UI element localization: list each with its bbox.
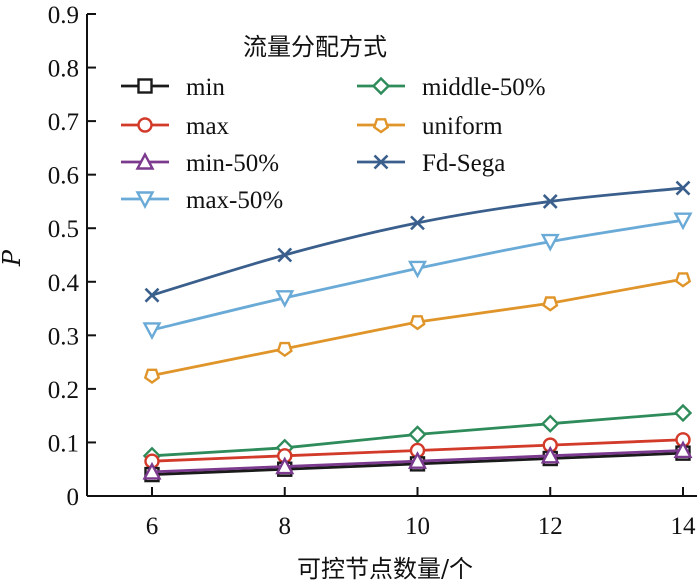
legend-item: min [121,74,225,101]
y-tick-label: 0.6 [48,163,79,190]
legend-label: Fd-Sega [422,150,505,177]
x-tick-label: 8 [279,513,292,540]
data-point [142,322,162,341]
y-tick-label: 0.1 [48,430,79,457]
series-uniform [143,272,692,384]
legend-item: max [121,113,230,140]
x-tick-label: 10 [405,513,430,540]
data-point [540,233,560,252]
y-tick-label: 0.5 [48,216,79,243]
data-point [277,247,293,263]
legend-marker [137,117,153,133]
legend-label: middle-50% [422,74,546,101]
x-axis-title: 可控节点数量/个 [297,555,473,583]
legend-marker [373,154,389,170]
x-tick-label: 6 [146,513,159,540]
data-point [673,440,693,459]
legend-label: min-50% [186,150,279,177]
data-point [142,461,162,480]
y-axis-title: P [0,249,26,267]
data-point [674,272,692,288]
legend-item: Fd-Sega [357,150,505,177]
data-point [275,290,295,308]
data-point [673,212,693,231]
series-layer [142,180,693,483]
legend-marker [135,191,155,210]
axes: 0 0.1 0.2 0.3 0.4 0.5 0.6 0.7 0.8 0.9 6 8 10 12 14 [48,2,697,540]
x-tick-label: 14 [671,513,697,540]
data-point [675,180,691,196]
legend-item: middle-50% [357,74,546,101]
legend: min max min-50% max-50% middle-50% uniform Fd-… [121,74,546,214]
data-point [541,414,560,433]
y-tick-label: 0.2 [48,377,79,404]
data-point [275,456,295,475]
data-point [407,260,428,279]
legend-marker [372,118,390,134]
data-point [542,194,558,209]
legend-item: min-50% [121,150,279,177]
legend-label: uniform [422,113,503,140]
data-point [143,368,161,384]
data-point [542,296,559,312]
series-max-50- [142,212,693,341]
legend-marker [135,151,155,170]
legend-item: uniform [357,113,503,140]
series-max [144,432,691,469]
y-tick-label: 0.3 [48,323,79,350]
y-tick-label: 0.9 [48,2,79,29]
legend-marker [137,78,153,94]
data-point [144,287,160,303]
data-point [540,445,560,464]
y-tick-label: 0 [67,484,80,511]
data-point [276,341,293,358]
legend-label: max-50% [186,187,283,214]
legend-marker [371,76,391,96]
data-point [409,315,426,331]
legend-label: max [186,113,230,140]
data-point [673,403,693,423]
legend-item: max-50% [121,187,283,214]
series-fd-sega [144,180,691,303]
x-tick-label: 12 [538,513,563,540]
data-point [407,451,428,469]
series-min-50- [142,440,693,480]
data-point [410,215,425,231]
y-tick-label: 0.8 [48,56,79,83]
y-tick-label: 0.7 [48,109,79,136]
y-tick-label: 0.4 [48,270,80,297]
legend-title: 流量分配方式 [243,33,387,61]
legend-label: min [186,74,225,101]
data-point [408,425,427,444]
